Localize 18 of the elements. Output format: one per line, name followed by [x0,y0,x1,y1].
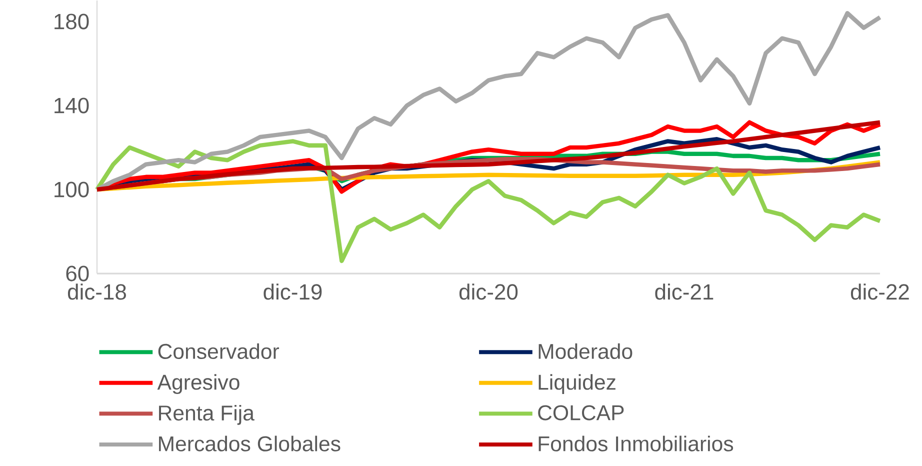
legend-label: Fondos Inmobiliarios [538,436,734,452]
y-tick-label: 180 [54,14,89,30]
x-tick-label: dic-19 [264,284,322,300]
legend-label: Agresivo [157,374,240,394]
y-tick-label: 100 [54,182,89,198]
legend-label: Moderado [538,344,632,360]
legend-label: Liquidez [538,374,616,394]
y-tick-label: 140 [54,98,89,114]
x-tick-label: dic-18 [68,284,126,300]
line-series [94,11,882,192]
legend-label: COLCAP [538,405,624,421]
legend-label: Conservador [158,344,280,360]
x-tick-label: dic-22 [850,284,909,300]
y-tick-label: 60 [66,266,89,282]
legend-label: Renta Fija [159,405,254,426]
x-tick-label: dic-21 [655,284,714,300]
legend-label: Mercados Globales [159,436,340,452]
x-tick-label: dic-20 [459,284,518,300]
